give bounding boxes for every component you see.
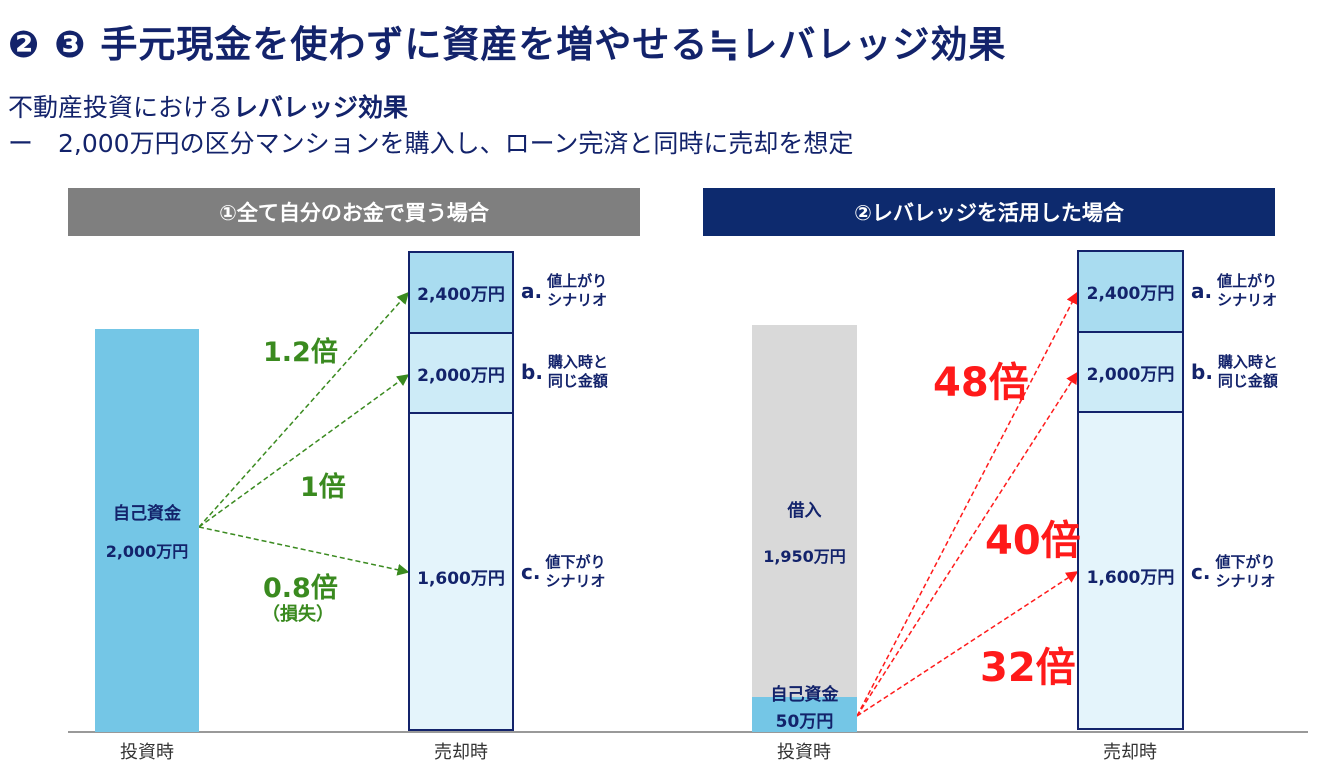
- left-loss-note: （損失）: [262, 604, 334, 625]
- label-line1: 値上がり: [1217, 272, 1278, 290]
- right-scenario-b: 2,000万円: [1077, 331, 1184, 413]
- own-funds-value-right: 50万円: [775, 712, 834, 732]
- left-scenario-b: 2,000万円: [408, 332, 514, 414]
- letter: c.: [1191, 559, 1211, 584]
- label-line2: シナリオ: [547, 291, 608, 309]
- letter: b.: [1191, 359, 1213, 384]
- right-mult-b: 40倍: [985, 518, 1081, 564]
- left-label-b: b. 購入時と 同じ金額: [521, 353, 608, 391]
- label-line2: 同じ金額: [547, 372, 608, 390]
- own-funds-label: 自己資金: [113, 504, 181, 524]
- left-scenario-c: 1,600万円: [408, 412, 514, 731]
- arrow-right-b: [856, 371, 1078, 717]
- loan-label: 借入: [787, 500, 822, 521]
- left-label-a: a. 値上がり シナリオ: [521, 272, 607, 310]
- own-funds-bar-left: 自己資金 2,000万円: [95, 329, 199, 732]
- right-mult-a: 48倍: [933, 360, 1029, 406]
- label-line1: 購入時と: [1217, 353, 1278, 371]
- left-header: ①全て自分のお金で買う場合: [68, 188, 640, 236]
- left-x-label-sell: 売却時: [434, 742, 488, 763]
- label-line1: 値下がり: [545, 553, 606, 571]
- own-funds-label-right: 自己資金: [770, 685, 839, 705]
- right-header: ②レバレッジを活用した場合: [703, 188, 1275, 236]
- loan-value: 1,950万円: [763, 546, 846, 566]
- right-scenario-c: 1,600万円: [1077, 411, 1184, 730]
- right-label-b: b. 購入時と 同じ金額: [1191, 353, 1278, 391]
- left-mult-c: 0.8倍: [263, 573, 338, 604]
- label-line1: 値上がり: [547, 272, 608, 290]
- right-x-label-buy: 投資時: [777, 742, 831, 763]
- label-line2: 同じ金額: [1217, 372, 1278, 390]
- right-scenario-a: 2,400万円: [1077, 250, 1184, 333]
- left-scenario-a: 2,400万円: [408, 251, 514, 334]
- own-funds-value: 2,000万円: [105, 542, 189, 561]
- left-mult-a: 1.2倍: [263, 337, 338, 368]
- subtitle-line2: ー 2,000万円の区分マンションを購入し、ローン完済と同時に売却を想定: [8, 129, 854, 158]
- arrow-right-c: [856, 571, 1079, 717]
- letter: c.: [521, 559, 541, 584]
- letter: a.: [521, 278, 543, 303]
- right-label-a: a. 値上がり シナリオ: [1191, 272, 1277, 310]
- arrow-left-b: [198, 374, 410, 528]
- letter: a.: [1191, 278, 1213, 303]
- arrow-left-a: [198, 291, 409, 528]
- right-label-c: c. 値下がり シナリオ: [1191, 553, 1275, 591]
- baseline: [68, 731, 1308, 733]
- left-label-c: c. 値下がり シナリオ: [521, 553, 605, 591]
- label-line2: シナリオ: [1217, 291, 1278, 309]
- loan-bar: 借入 1,950万円: [752, 325, 857, 697]
- subtitle-normal: 不動産投資における: [8, 93, 234, 122]
- arrow-left-c: [198, 526, 410, 576]
- own-funds-bar-right: [752, 697, 857, 732]
- page-title: ❷ ❸ 手元現金を使わずに資産を増やせる≒レバレッジ効果: [8, 23, 1007, 66]
- right-mult-c: 32倍: [980, 645, 1076, 691]
- label-line2: シナリオ: [545, 572, 606, 590]
- subtitle-bold: レバレッジ効果: [233, 93, 409, 122]
- label-line1: 値下がり: [1215, 553, 1276, 571]
- letter: b.: [521, 359, 543, 384]
- subtitle-line1: 不動産投資におけるレバレッジ効果: [8, 88, 408, 124]
- left-mult-b: 1倍: [300, 472, 346, 503]
- right-x-label-sell: 売却時: [1103, 742, 1157, 763]
- label-line2: シナリオ: [1215, 572, 1276, 590]
- left-x-label-buy: 投資時: [120, 742, 174, 763]
- label-line1: 購入時と: [547, 353, 608, 371]
